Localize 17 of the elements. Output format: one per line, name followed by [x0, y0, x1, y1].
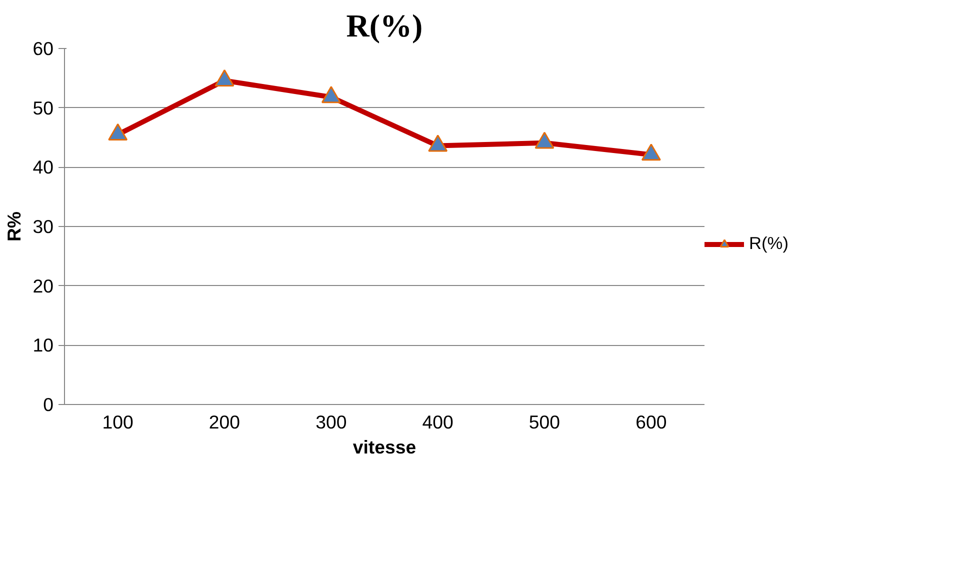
x-tick-label: 400 — [422, 412, 454, 432]
legend-label: R(%) — [749, 233, 788, 254]
y-tick-label: 40 — [32, 156, 54, 178]
y-tick-label: 30 — [32, 216, 54, 237]
y-tick-label: 0 — [43, 394, 54, 415]
x-axis-title: vitesse — [352, 436, 416, 458]
x-tick-label: 500 — [528, 412, 560, 432]
x-tick-label: 200 — [208, 412, 240, 432]
y-tick-label: 50 — [32, 97, 54, 118]
x-tick-label: 300 — [316, 412, 347, 432]
y-tick-label: 20 — [32, 275, 54, 296]
chart-title: R(%) — [346, 8, 423, 44]
y-tick-label: 10 — [32, 334, 54, 356]
x-tick-label: 100 — [102, 412, 134, 432]
y-axis-title: R% — [4, 211, 25, 242]
y-tick-label: 60 — [32, 38, 54, 59]
x-tick-label: 600 — [636, 412, 667, 432]
